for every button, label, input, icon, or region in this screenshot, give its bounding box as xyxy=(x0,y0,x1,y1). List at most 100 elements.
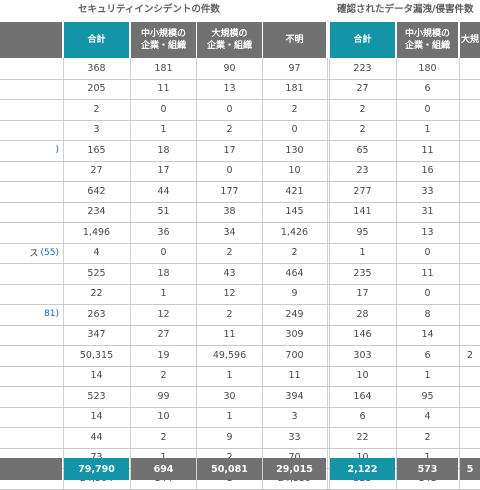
incident-cell: 3 xyxy=(93,124,100,136)
incident-cell: 0 xyxy=(160,247,167,259)
incident-cell: 27 xyxy=(157,329,170,341)
incident-cell: 9 xyxy=(226,431,233,443)
row-label xyxy=(0,386,62,407)
incident-cell: 27 xyxy=(90,165,103,177)
breach-cell xyxy=(460,181,480,202)
incident-total: 50,081 xyxy=(211,463,248,475)
incident-cell: 14 xyxy=(90,411,103,423)
incident-cell: 2 xyxy=(160,370,167,382)
incident-cell: 1,426 xyxy=(280,226,309,238)
incident-cell: 2 xyxy=(93,103,100,115)
header-line: 大規模の xyxy=(211,29,248,39)
incident-cell: 1 xyxy=(226,411,233,423)
row-label xyxy=(0,263,62,284)
incident-cell: 90 xyxy=(223,62,236,74)
incident-cell: 36 xyxy=(157,226,170,238)
row-label xyxy=(0,79,62,100)
incident-cell: 10 xyxy=(288,165,301,177)
breaches-header-1: 中小規模の企業・組織 xyxy=(397,22,458,58)
row-label xyxy=(0,120,62,141)
breach-cell: 1 xyxy=(397,448,458,469)
incident-cell: 1 xyxy=(226,370,233,382)
breach-cell: 11 xyxy=(421,267,434,279)
breach-cell: 10 xyxy=(356,370,369,382)
breach-cell: 13 xyxy=(421,226,434,238)
breach-cell: 164 xyxy=(353,390,372,402)
incident-cell: 2 xyxy=(160,431,167,443)
row-label-text: ス (55) xyxy=(30,243,60,264)
header-line: 企業・組織 xyxy=(206,41,252,51)
breach-cell: 223 xyxy=(353,62,372,74)
column-divider xyxy=(459,58,460,489)
incident-cell: 3 xyxy=(291,411,298,423)
breach-cell: 31 xyxy=(421,206,434,218)
column-divider xyxy=(130,58,131,489)
row-label-count: 81) xyxy=(44,309,59,320)
incident-cell: 368 xyxy=(87,62,106,74)
incident-cell: 165 xyxy=(87,144,106,156)
header-line: 企業・組織 xyxy=(140,41,186,51)
row-divider xyxy=(0,283,480,285)
incident-cell: 1 xyxy=(160,124,167,136)
incident-cell: 4 xyxy=(93,247,100,259)
row-divider xyxy=(0,447,480,449)
incident-cell: 12 xyxy=(157,308,170,320)
incident-cell: 0 xyxy=(226,103,233,115)
breach-cell: 65 xyxy=(356,144,369,156)
breach-total-bg xyxy=(330,458,395,480)
incident-total-bg xyxy=(263,458,326,480)
header-line: 中小規模の xyxy=(140,29,186,39)
breach-total: 573 xyxy=(417,463,438,475)
incident-cell: 50,315 xyxy=(79,349,114,361)
breach-cell xyxy=(460,407,480,428)
incidents-header-text: 合計 xyxy=(87,34,105,46)
breach-total-bg xyxy=(397,458,458,480)
incident-total-bg xyxy=(197,458,262,480)
incident-cell: 464 xyxy=(285,267,304,279)
breach-cell: 28 xyxy=(356,308,369,320)
row-divider xyxy=(0,406,480,408)
incident-cell: 130 xyxy=(285,144,304,156)
row-divider xyxy=(0,160,480,162)
row-divider xyxy=(0,345,480,346)
incident-cell: 34 xyxy=(223,226,236,238)
breach-cell xyxy=(460,120,480,141)
incident-cell: 97 xyxy=(288,62,301,74)
incident-cell: 11 xyxy=(223,329,236,341)
incidents-header-text: 大規模の 企業・組織 xyxy=(207,28,252,52)
row-divider xyxy=(0,78,480,80)
header-line: 大規 xyxy=(460,35,479,45)
header-label-column xyxy=(0,22,62,58)
incident-cell: 181 xyxy=(285,83,304,95)
breach-cell xyxy=(460,304,480,325)
incident-total-bg xyxy=(131,458,196,480)
breach-cell xyxy=(460,427,480,448)
incident-cell: 177 xyxy=(220,185,239,197)
row-label xyxy=(0,161,62,182)
incident-cell: 205 xyxy=(87,83,106,95)
incidents-header-1: 中小規模の企業・組織 xyxy=(131,22,196,58)
incident-cell: 0 xyxy=(160,103,167,115)
breach-cell: 17 xyxy=(356,288,369,300)
breach-total: 5 xyxy=(466,463,474,475)
incident-cell: 9 xyxy=(291,288,298,300)
row-label: 81) xyxy=(0,304,62,325)
breaches-header-2: 大規 xyxy=(460,22,480,58)
breach-cell xyxy=(460,263,480,284)
incidents-header-0: 合計 xyxy=(64,22,129,58)
breach-cell: 2 xyxy=(424,431,431,443)
header-line: 企業・組織 xyxy=(404,41,450,51)
row-label xyxy=(0,407,62,428)
incident-cell: 14 xyxy=(90,370,103,382)
breach-cell: 277 xyxy=(353,185,372,197)
breach-cell xyxy=(460,284,480,305)
breach-total-bg xyxy=(460,458,480,480)
breach-cell: 27 xyxy=(356,83,369,95)
header-line: 中小規模の xyxy=(404,29,450,39)
row-divider xyxy=(0,488,480,490)
breach-cell xyxy=(460,140,480,161)
incident-cell: 11 xyxy=(157,83,170,95)
breach-cell: 1 xyxy=(359,247,366,259)
incident-cell: 73 xyxy=(64,448,129,469)
incident-cell: 38 xyxy=(223,206,236,218)
